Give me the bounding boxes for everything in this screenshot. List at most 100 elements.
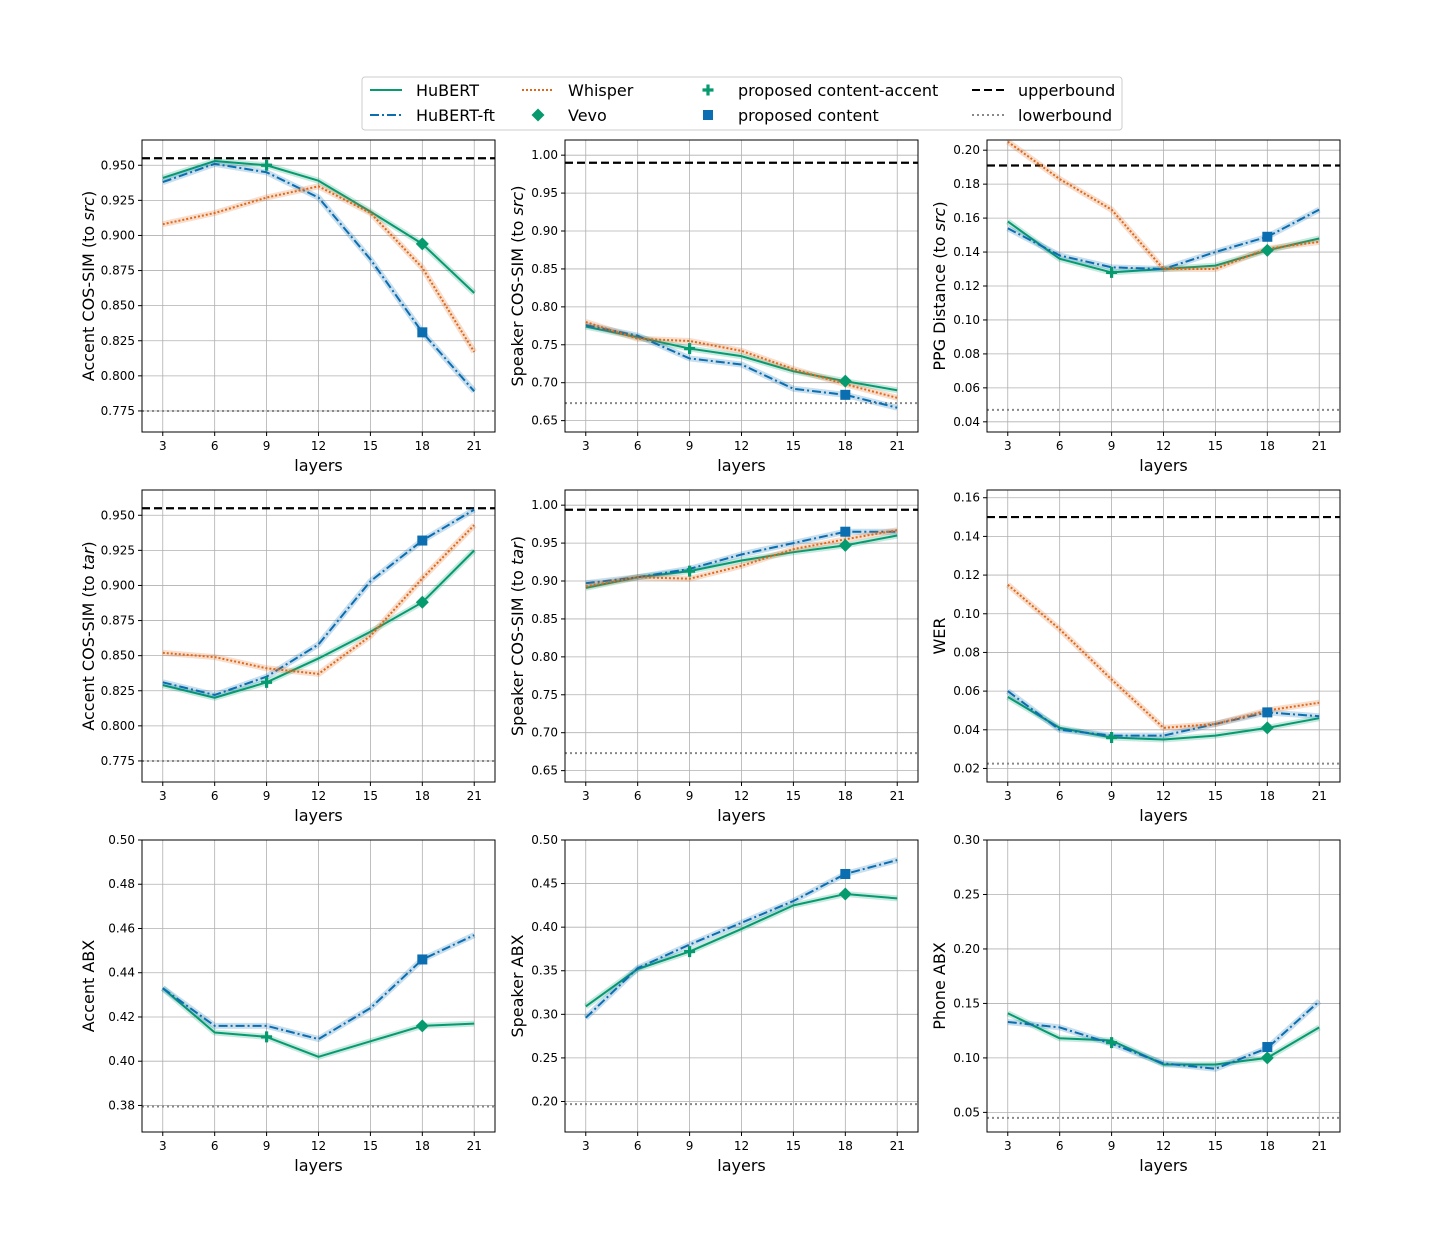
y-tick-label: 0.08 [953, 645, 980, 659]
x-tick-label: 12 [1156, 1139, 1171, 1153]
x-axis-label: layers [717, 456, 765, 475]
y-tick-label: 0.35 [531, 964, 558, 978]
x-tick-label: 21 [1312, 789, 1327, 803]
y-tick-label: 0.04 [953, 415, 980, 429]
x-tick-label: 15 [786, 439, 801, 453]
y-axis-label-em: src [79, 197, 98, 221]
x-tick-label: 15 [363, 439, 378, 453]
marker-diamond [415, 595, 429, 609]
y-axis-label-text: Speaker COS-SIM (to [508, 565, 527, 736]
y-tick-label: 0.95 [531, 186, 558, 200]
y-axis-label: Speaker ABX [508, 934, 527, 1037]
grid [142, 839, 495, 1132]
y-tick-label: 0.800 [101, 719, 135, 733]
y-tick-label: 0.16 [953, 491, 980, 505]
y-tick-label: 0.85 [531, 262, 558, 276]
y-axis-label: Accent ABX [79, 940, 98, 1033]
y-axis-label: Accent COS-SIM (to src) [79, 191, 98, 381]
y-tick-label: 0.900 [101, 228, 135, 242]
legend-label-prop_c: proposed content [738, 106, 879, 125]
panel-4: 3 6 9 12 15 18 21 0.775 0.800 0.825 0.850 0.875 0.90… [79, 489, 496, 825]
y-tick-label: 0.42 [108, 1010, 135, 1024]
y-axis-label-em: src [508, 192, 527, 216]
y-tick-label: 0.14 [953, 529, 980, 543]
y-tick-label: 0.44 [108, 966, 135, 980]
marker-plus [684, 565, 696, 577]
y-tick-label: 0.20 [953, 942, 980, 956]
y-tick-label: 0.65 [531, 764, 558, 778]
panel-9: 3 6 9 12 15 18 21 0.05 0.10 0.15 0.20 0.25 0.30 layer… [930, 833, 1341, 1175]
x-tick-label: 18 [415, 1139, 430, 1153]
panel-8: 3 6 9 12 15 18 21 0.20 0.25 0.30 0.35 0.40 0.45 0.50 l… [508, 833, 919, 1175]
x-tick-label: 18 [415, 789, 430, 803]
marker-square [417, 535, 428, 546]
y-tick-label: 0.80 [531, 650, 558, 664]
y-axis-label-em: src [930, 207, 949, 231]
y-tick-label: 0.775 [101, 404, 135, 418]
y-tick-label: 0.775 [101, 754, 135, 768]
legend-label-upper: upperbound [1018, 81, 1115, 100]
y-tick-label: 0.85 [531, 612, 558, 626]
marker-square [1262, 707, 1273, 718]
x-tick-label: 9 [263, 789, 271, 803]
x-tick-label: 15 [1208, 439, 1223, 453]
legend-entry-vevo: Vevo [531, 106, 607, 125]
x-tick-label: 12 [1156, 439, 1171, 453]
y-tick-label: 0.10 [953, 313, 980, 327]
marker-square [1262, 1042, 1273, 1053]
x-tick-label: 21 [890, 789, 905, 803]
x-tick-label: 3 [1004, 1139, 1012, 1153]
y-tick-label: 0.65 [531, 414, 558, 428]
marker-square [840, 868, 851, 879]
y-tick-label: 0.925 [101, 543, 135, 557]
y-tick-label: 0.46 [108, 921, 135, 935]
legend-entry-upper: upperbound [972, 81, 1115, 100]
y-tick-label: 0.04 [953, 723, 980, 737]
x-tick-label: 15 [363, 1139, 378, 1153]
y-axis-label-text: Accent COS-SIM (to [79, 221, 98, 381]
marker-diamond [838, 887, 852, 901]
y-tick-label: 0.950 [101, 508, 135, 522]
x-axis-label: layers [294, 1156, 342, 1175]
x-tick-label: 12 [311, 789, 326, 803]
legend-label-lower: lowerbound [1018, 106, 1112, 125]
y-tick-label: 0.875 [101, 264, 135, 278]
x-tick-label: 3 [159, 789, 167, 803]
grid [987, 140, 1340, 432]
grid [142, 140, 495, 432]
y-axis-label: Phone ABX [930, 942, 949, 1030]
y-tick-label: 0.25 [531, 1051, 558, 1065]
marker-square [840, 526, 851, 537]
marker-diamond [415, 1019, 429, 1033]
y-tick-label: 0.925 [101, 193, 135, 207]
x-tick-label: 18 [415, 439, 430, 453]
x-tick-label: 3 [582, 1139, 590, 1153]
grid [142, 490, 495, 782]
x-tick-label: 21 [1312, 439, 1327, 453]
marker-square [1262, 231, 1273, 242]
y-tick-label: 0.800 [101, 369, 135, 383]
marker-plus [684, 946, 696, 958]
x-tick-label: 18 [838, 439, 853, 453]
x-tick-label: 6 [634, 1139, 642, 1153]
legend-entry-hubert: HuBERT [370, 81, 479, 100]
x-tick-label: 12 [734, 439, 749, 453]
y-axis-label-text: Accent ABX [79, 940, 98, 1033]
x-axis-label: layers [294, 456, 342, 475]
y-tick-label: 0.45 [531, 877, 558, 891]
legend-entry-prop_ca: proposed content-accent [702, 81, 938, 100]
marker-plus [1106, 732, 1118, 744]
y-tick-label: 1.00 [531, 148, 558, 162]
y-tick-label: 0.10 [953, 607, 980, 621]
y-tick-label: 0.38 [108, 1098, 135, 1112]
y-tick-label: 0.825 [101, 334, 135, 348]
y-axis-label: Speaker COS-SIM (to tar) [508, 536, 527, 736]
x-tick-label: 15 [786, 789, 801, 803]
x-axis-label: layers [1139, 1156, 1187, 1175]
y-tick-label: 0.25 [953, 887, 980, 901]
x-tick-label: 9 [263, 1139, 271, 1153]
x-axis-label: layers [294, 806, 342, 825]
grid [987, 490, 1340, 782]
panel-1: 3 6 9 12 15 18 21 0.775 0.800 0.825 0.850 0.875 0.90… [79, 139, 496, 475]
